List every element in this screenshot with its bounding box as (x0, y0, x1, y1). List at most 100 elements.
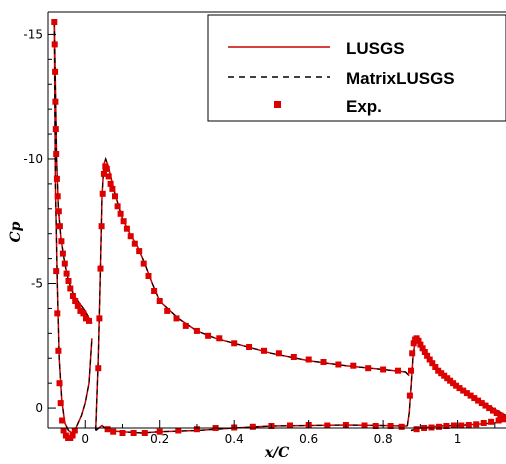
exp-point-38 (98, 223, 105, 230)
exp-point-88 (287, 422, 293, 429)
exp-point-52 (131, 240, 138, 247)
exp-point-7 (54, 193, 61, 200)
exp-point-51 (127, 233, 134, 240)
x-tick-label-1: 0.2 (150, 432, 169, 446)
exp-point-55 (145, 273, 152, 279)
exp-point-33 (69, 432, 76, 439)
exp-point-42 (103, 165, 110, 172)
exp-point-37 (97, 265, 104, 272)
exp-point-118 (460, 387, 467, 394)
exp-point-12 (61, 260, 68, 267)
exp-point-65 (246, 344, 253, 350)
exp-point-128 (497, 412, 504, 419)
exp-point-120 (467, 392, 474, 399)
exp-point-35 (95, 365, 102, 372)
exp-point-107 (426, 356, 433, 363)
exp-point-119 (463, 390, 470, 397)
exp-point-23 (53, 268, 60, 275)
exp-point-58 (164, 307, 171, 314)
exp-point-138 (473, 421, 480, 428)
exp-point-81 (156, 428, 163, 435)
exp-point-105 (421, 349, 428, 355)
legend-label-lusgs: LUSGS (346, 39, 405, 58)
exp-point-46 (112, 193, 118, 200)
exp-point-74 (380, 366, 387, 373)
exp-point-45 (109, 185, 116, 192)
exp-point-121 (471, 395, 478, 402)
matrixlusgs-line-1 (53, 21, 93, 434)
x-tick-label-0: 0 (81, 432, 89, 446)
exp-point-24 (54, 310, 61, 317)
exp-point-1 (51, 41, 58, 48)
exp-point-68 (290, 354, 297, 360)
exp-point-5 (53, 151, 60, 157)
exp-point-133 (436, 423, 442, 430)
exp-point-63 (216, 335, 223, 342)
exp-point-139 (480, 420, 487, 426)
y-tick-label-0: -15 (23, 27, 43, 41)
exp-point-27 (57, 400, 64, 407)
exp-point-69 (305, 356, 312, 363)
exp-point-9 (56, 223, 63, 230)
exp-point-86 (249, 423, 256, 430)
y-tick-label-3: 0 (35, 401, 43, 415)
exp-point-4 (52, 126, 59, 133)
exp-point-59 (173, 315, 180, 322)
legend-label-exp: Exp. (346, 97, 382, 116)
exp-point-130 (413, 426, 420, 433)
exp-point-77 (110, 428, 117, 435)
legend-swatch-exp (274, 101, 281, 108)
exp-point-66 (261, 347, 267, 354)
exp-point-141 (495, 417, 502, 424)
exp-point-72 (350, 362, 357, 369)
exp-point-40 (100, 170, 107, 177)
exp-point-83 (193, 426, 200, 433)
exp-point-109 (432, 364, 439, 370)
exp-point-34 (71, 427, 78, 434)
exp-point-53 (136, 248, 143, 255)
legend-box (207, 14, 506, 122)
exp-point-75 (395, 367, 401, 374)
exp-point-117 (456, 385, 463, 392)
exp-point-95 (398, 423, 405, 430)
exp-point-50 (123, 225, 130, 232)
exp-point-18 (74, 302, 81, 309)
exp-point-124 (482, 402, 489, 409)
exp-point-25 (55, 347, 62, 354)
lusgs-line-2 (94, 156, 410, 431)
exp-point-70 (320, 359, 327, 365)
exp-point-3 (52, 98, 59, 105)
exp-point-96 (406, 392, 413, 399)
exp-point-13 (63, 270, 70, 277)
exp-point-126 (490, 407, 496, 414)
exp-point-102 (415, 337, 422, 344)
exp-point-73 (365, 365, 372, 372)
exp-point-76 (104, 426, 111, 433)
exp-point-60 (182, 322, 189, 329)
y-tick-label-2: -5 (31, 277, 43, 291)
exp-point-15 (67, 285, 74, 292)
exp-point-125 (486, 405, 493, 412)
exp-point-134 (443, 423, 450, 429)
exp-point-44 (107, 180, 114, 187)
exp-point-103 (417, 341, 424, 348)
x-tick-label-3: 0.6 (299, 432, 318, 446)
exp-point-106 (424, 352, 431, 359)
exp-point-82 (175, 427, 182, 434)
exp-point-57 (156, 298, 163, 304)
exp-point-90 (324, 422, 331, 429)
legend: LUSGS MatrixLUSGS Exp. (207, 14, 506, 122)
exp-point-54 (140, 260, 147, 267)
exp-point-135 (450, 422, 457, 429)
exp-point-43 (105, 173, 112, 180)
exp-point-116 (453, 382, 460, 389)
exp-point-17 (72, 298, 79, 304)
exp-point-10 (58, 238, 65, 245)
exp-point-20 (80, 310, 87, 317)
exp-point-49 (120, 218, 127, 225)
x-tick-label-4: 0.8 (374, 432, 393, 446)
exp-point-80 (141, 430, 148, 436)
exp-point-78 (119, 430, 126, 436)
exp-point-67 (275, 350, 282, 357)
